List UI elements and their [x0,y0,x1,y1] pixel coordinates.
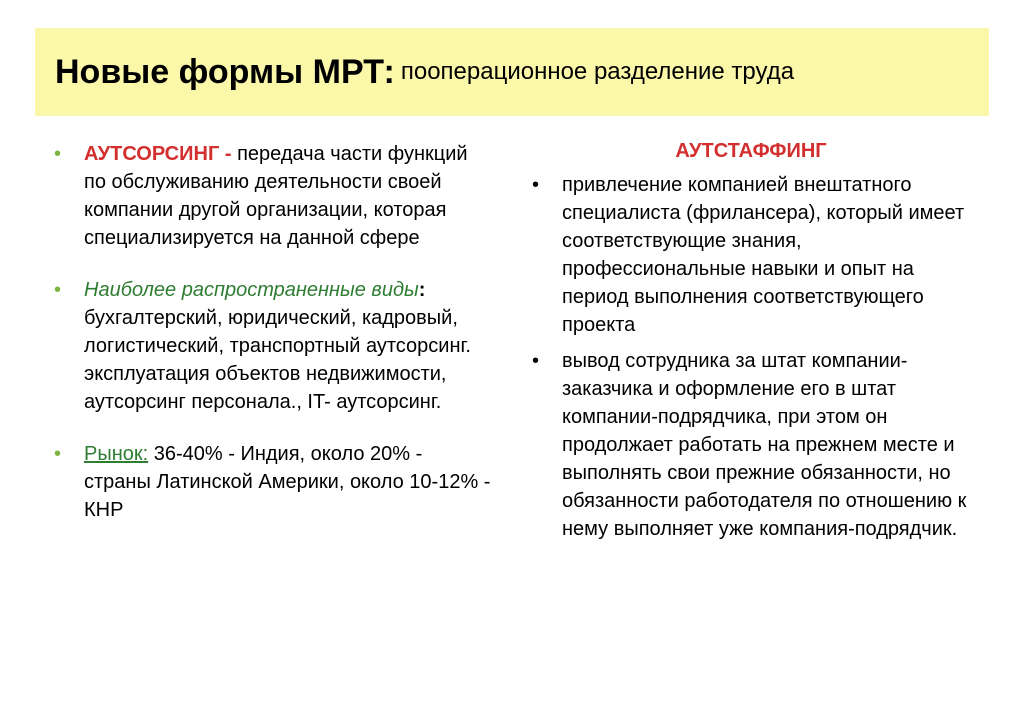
heading-outstaffing: АУТСТАФФИНГ [532,140,970,163]
right-list: привлечение компанией внештатного специа… [532,171,970,543]
right-column: АУТСТАФФИНГ привлечение компанией внешта… [532,140,970,551]
left-item-market: Рынок: 36-40% - Индия, около 20% - стран… [54,440,492,524]
left-list: АУТСОРСИНГ - передача части функций по о… [54,140,492,524]
lead-outsourcing: АУТСОРСИНГ - [84,143,237,165]
left-item-outsourcing: АУТСОРСИНГ - передача части функций по о… [54,140,492,252]
colon: : [419,279,426,301]
slide-body: АУТСОРСИНГ - передача части функций по о… [54,140,970,551]
left-item-types: Наиболее распространенные виды: бухгалте… [54,276,492,416]
text-types: бухгалтерский, юридический, кадровый, ло… [84,307,471,413]
title-main: Новые формы МРТ: [55,53,395,92]
right-item-staff-transfer: вывод сотрудника за штат компании-заказч… [532,347,970,543]
slide: Новые формы МРТ: пооперационное разделен… [0,0,1024,709]
lead-types: Наиболее распространенные виды [84,279,419,301]
right-item-freelancer: привлечение компанией внештатного специа… [532,171,970,339]
left-column: АУТСОРСИНГ - передача части функций по о… [54,140,492,551]
title-sub: пооперационное разделение труда [401,58,794,86]
lead-market: Рынок: [84,443,148,465]
title-bar: Новые формы МРТ: пооперационное разделен… [35,28,989,116]
